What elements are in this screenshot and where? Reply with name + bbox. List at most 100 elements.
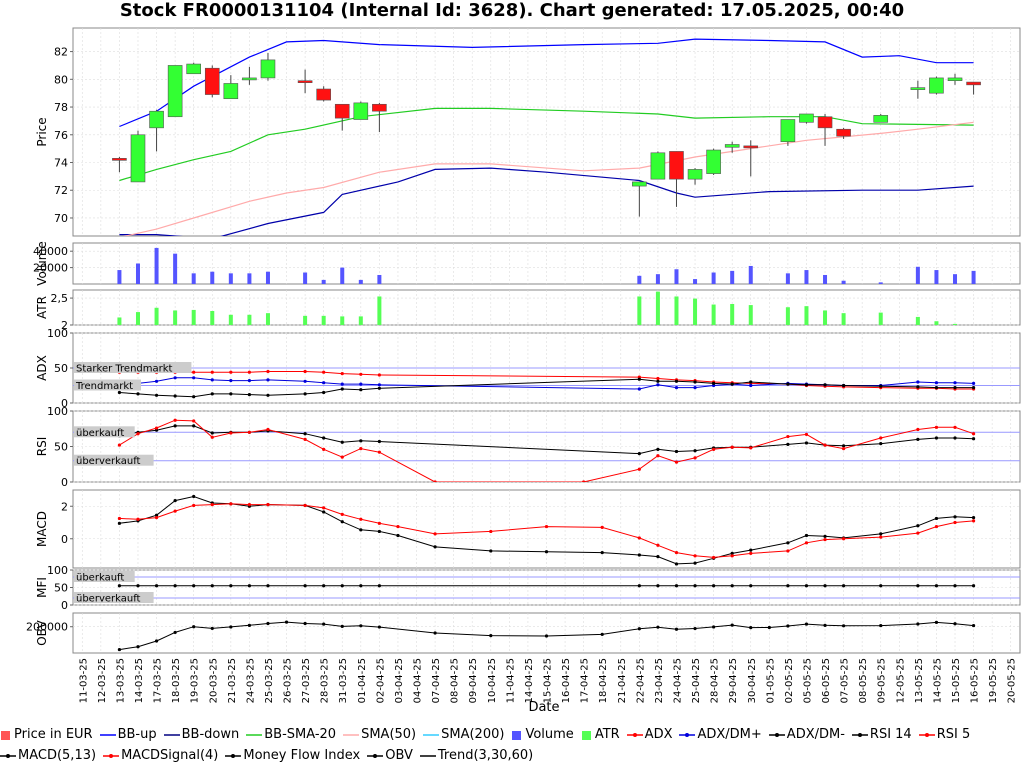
series-point bbox=[934, 584, 939, 588]
legend-swatch bbox=[851, 727, 870, 742]
series-point bbox=[656, 383, 660, 387]
series-point bbox=[971, 432, 976, 436]
x-tick-label: 25-04-25 bbox=[691, 658, 702, 703]
series-point bbox=[117, 647, 122, 652]
bar bbox=[265, 313, 270, 325]
series-point bbox=[823, 534, 827, 538]
y-tick-label: 20000 bbox=[33, 262, 68, 275]
series-point bbox=[340, 455, 344, 459]
series-point bbox=[934, 381, 939, 385]
series-point bbox=[433, 532, 437, 536]
series-point bbox=[154, 379, 159, 383]
series-point bbox=[210, 584, 214, 588]
x-tick-label: 01-04-25 bbox=[357, 658, 368, 703]
series-point bbox=[674, 562, 679, 566]
series-point bbox=[322, 390, 326, 395]
series-point bbox=[266, 503, 270, 507]
series-point bbox=[377, 584, 381, 588]
series-point bbox=[192, 370, 196, 374]
legend-item: ADX bbox=[626, 724, 672, 745]
legend-label: RSI 14 bbox=[869, 727, 912, 742]
x-tick-label: 29-04-25 bbox=[728, 658, 739, 703]
x-tick-label: 30-04-25 bbox=[747, 658, 758, 703]
series-point bbox=[600, 525, 604, 529]
y-axis-label: RSI bbox=[35, 437, 49, 457]
x-tick-label: 02-05-25 bbox=[784, 658, 795, 703]
candle-body bbox=[966, 81, 981, 86]
series-point bbox=[879, 532, 883, 536]
x-tick-label: 04-04-25 bbox=[413, 658, 424, 703]
y-tick-label: 50 bbox=[54, 441, 68, 454]
x-tick-label: 17-04-25 bbox=[580, 658, 591, 703]
x-tick-label: 12-05-25 bbox=[895, 658, 906, 703]
bar bbox=[674, 269, 679, 284]
series-point bbox=[322, 436, 326, 440]
x-tick-label: 09-05-25 bbox=[877, 658, 888, 703]
series-point bbox=[117, 390, 122, 395]
candle-body bbox=[650, 152, 666, 180]
candle-body bbox=[372, 103, 387, 112]
x-tick-label: 18-04-25 bbox=[598, 658, 609, 703]
series-point bbox=[934, 386, 939, 390]
series-point bbox=[247, 379, 252, 383]
series-point bbox=[192, 419, 196, 423]
bar bbox=[711, 272, 716, 284]
bar bbox=[173, 310, 178, 325]
series-point bbox=[879, 384, 883, 388]
series-point bbox=[117, 584, 122, 588]
series-point bbox=[637, 584, 641, 588]
legend-swatch bbox=[423, 727, 441, 742]
candle-body bbox=[706, 149, 721, 174]
series-point bbox=[693, 554, 697, 558]
overlay-sma(50) bbox=[122, 121, 974, 236]
series-point bbox=[674, 584, 679, 588]
bar bbox=[841, 313, 846, 325]
series-point bbox=[154, 516, 159, 520]
legend-item: BB-up bbox=[99, 724, 157, 745]
legend-item: MACDSignal(4) bbox=[103, 745, 218, 766]
series-point bbox=[340, 372, 344, 376]
series-point bbox=[433, 631, 437, 635]
series-point bbox=[117, 521, 122, 525]
series-point bbox=[210, 626, 214, 631]
bar bbox=[637, 296, 642, 325]
series-point bbox=[823, 584, 827, 588]
y-tick-label: 50 bbox=[54, 582, 68, 595]
candle-body bbox=[297, 80, 313, 83]
legend-label: RSI 5 bbox=[936, 727, 971, 742]
series-point bbox=[749, 551, 753, 555]
legend-label: ADX/DM+ bbox=[697, 727, 762, 742]
series-point bbox=[674, 460, 679, 464]
legend-swatch bbox=[511, 727, 525, 742]
series-point bbox=[934, 425, 939, 429]
bar bbox=[674, 296, 679, 325]
series-point bbox=[749, 383, 753, 388]
series-point bbox=[266, 393, 270, 397]
series-point bbox=[879, 442, 883, 446]
candle-body bbox=[334, 103, 350, 119]
series-point bbox=[359, 382, 363, 386]
legend-item: SMA(50) bbox=[343, 724, 416, 745]
series-line bbox=[119, 371, 974, 390]
bar bbox=[655, 274, 660, 284]
series-point bbox=[136, 392, 140, 396]
y-tick-label: 76 bbox=[54, 129, 68, 142]
series-point bbox=[674, 550, 679, 555]
series-point bbox=[953, 386, 957, 390]
series-point bbox=[879, 535, 883, 539]
bar bbox=[191, 273, 196, 284]
series-point bbox=[322, 584, 326, 588]
y-tick-label: 100 bbox=[47, 564, 68, 577]
bar bbox=[934, 270, 939, 284]
series-point bbox=[786, 584, 790, 588]
legend-item: RSI 14 bbox=[851, 724, 912, 745]
series-point bbox=[340, 584, 344, 588]
series-point bbox=[210, 431, 214, 435]
chart-title: Stock FR0000131104 (Internal Id: 3628). … bbox=[119, 0, 905, 21]
series-line bbox=[119, 621, 974, 651]
series-point bbox=[303, 437, 307, 441]
pane-body bbox=[73, 576, 1020, 599]
candle-body bbox=[799, 113, 814, 123]
series-point bbox=[377, 625, 381, 629]
